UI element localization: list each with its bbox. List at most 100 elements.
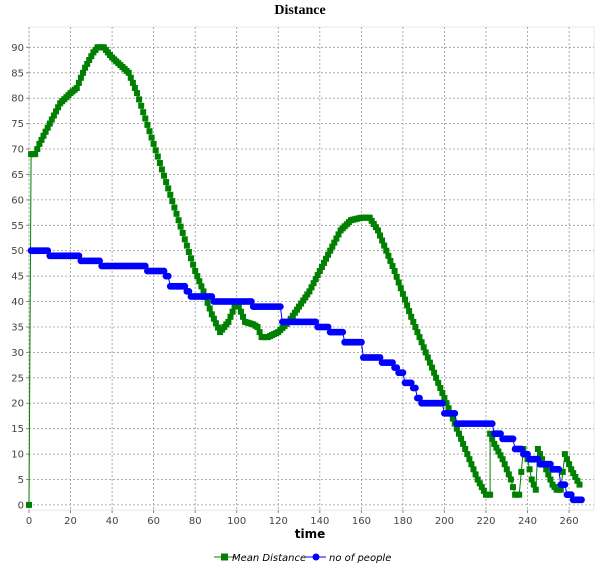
data-point [312, 318, 320, 326]
data-point [478, 484, 485, 491]
data-point [165, 185, 172, 192]
data-point [140, 109, 147, 116]
data-point [377, 232, 383, 239]
data-point [416, 394, 423, 402]
data-point [408, 313, 415, 320]
data-point [488, 420, 496, 427]
data-point [136, 96, 143, 103]
x-tick-label: 260 [560, 516, 579, 527]
x-tick-label: 240 [518, 516, 537, 527]
data-point [327, 247, 334, 254]
data-point [561, 481, 569, 488]
data-point [412, 384, 419, 392]
data-point [534, 446, 541, 452]
series-layer [26, 44, 585, 508]
series-no-of-people [27, 247, 585, 504]
data-point [192, 268, 199, 274]
data-point [210, 315, 217, 322]
y-tick-label: 45 [11, 272, 24, 283]
data-point [96, 257, 103, 265]
y-tick-label: 50 [11, 246, 24, 257]
data-point [426, 359, 433, 366]
data-point [177, 223, 184, 230]
data-point [470, 466, 477, 473]
data-point [570, 470, 577, 477]
data-point [229, 308, 236, 315]
data-point [567, 491, 575, 499]
data-point [86, 57, 93, 63]
data-point [462, 446, 469, 452]
data-point [198, 283, 205, 290]
data-point [358, 338, 365, 346]
data-point [310, 280, 317, 287]
data-point [314, 272, 321, 279]
data-point [335, 231, 342, 238]
data-point [543, 466, 550, 473]
data-point [402, 296, 408, 303]
data-point [312, 276, 319, 283]
data-point [331, 239, 338, 246]
y-tick-label: 0 [18, 500, 24, 511]
data-point [399, 290, 406, 297]
x-tick-label: 180 [393, 516, 412, 527]
data-point [160, 267, 168, 275]
data-point [431, 369, 438, 376]
data-point [545, 471, 552, 478]
data-point [163, 179, 170, 186]
data-point [50, 112, 57, 119]
data-point [212, 320, 219, 327]
data-point [424, 354, 431, 361]
data-point [381, 242, 388, 249]
data-point [53, 108, 59, 115]
data-point [323, 255, 329, 262]
data-point [152, 147, 159, 154]
data-point [167, 191, 174, 198]
data-point [474, 476, 481, 483]
data-point [493, 444, 500, 451]
data-point [240, 313, 246, 320]
legend-label-mean-distance: Mean Distance [232, 553, 306, 564]
data-point [376, 354, 384, 361]
data-point [439, 390, 446, 397]
data-point [325, 251, 332, 258]
data-point [175, 217, 182, 224]
data-point [561, 451, 568, 458]
data-point [503, 466, 510, 473]
x-tick-label: 100 [227, 516, 246, 527]
data-point [389, 263, 396, 269]
data-point [179, 229, 186, 236]
data-point [497, 452, 504, 459]
data-point [510, 484, 516, 491]
data-point [555, 465, 563, 473]
data-point [414, 329, 421, 336]
data-point [196, 278, 203, 285]
data-point [416, 334, 423, 341]
legend-circle-marker-icon [312, 553, 320, 561]
data-point [36, 140, 43, 147]
legend-label-no-of-people: no of people [329, 553, 391, 564]
data-point [443, 400, 450, 407]
data-point [44, 247, 52, 255]
data-point [188, 255, 194, 262]
data-point [422, 349, 429, 356]
data-point [34, 146, 41, 152]
x-tick-label: 160 [352, 516, 371, 527]
x-tick-label: 80 [189, 516, 202, 527]
legend: Mean Distance no of people [214, 553, 391, 564]
data-point [372, 224, 379, 231]
data-point [509, 435, 517, 443]
data-point [406, 308, 413, 315]
data-point [472, 471, 479, 478]
data-point [148, 134, 155, 141]
data-point [557, 486, 564, 493]
data-point [412, 324, 419, 330]
y-tick-label: 65 [11, 170, 24, 181]
data-point [73, 85, 80, 91]
data-point [48, 116, 55, 123]
y-tick-label: 85 [11, 68, 24, 79]
data-point [489, 435, 496, 442]
x-tick-label: 120 [269, 516, 288, 527]
data-point [379, 237, 386, 244]
series-mean-distance [26, 44, 583, 508]
data-point [547, 476, 554, 483]
